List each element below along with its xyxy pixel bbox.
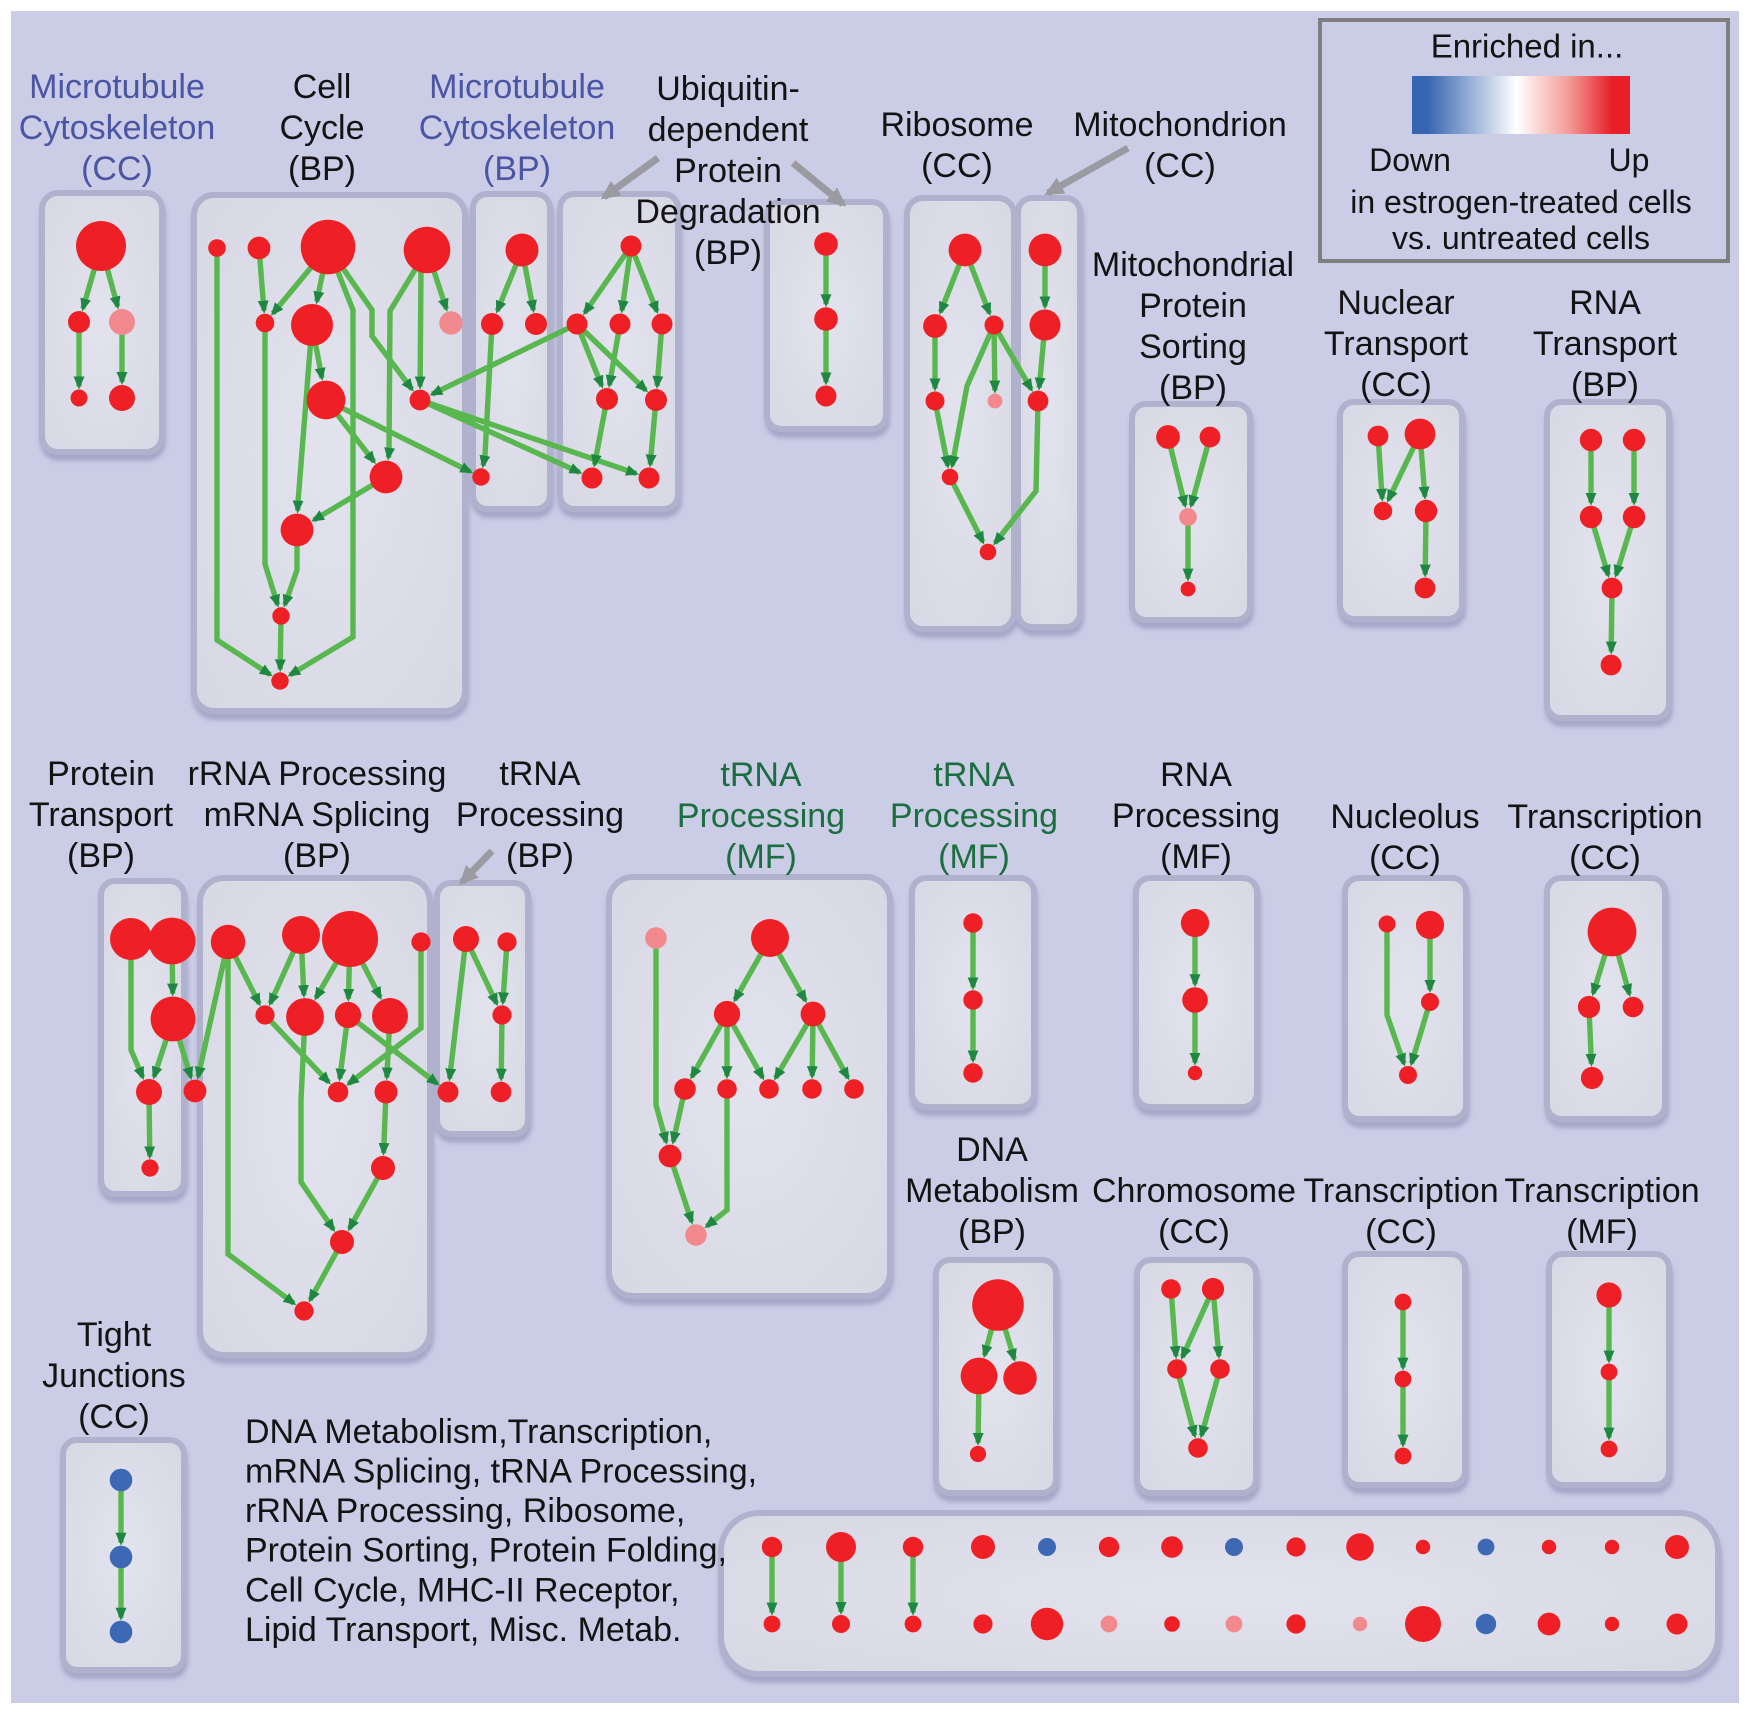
svg-text:Up: Up <box>1609 142 1650 178</box>
svg-text:Mitochondrion(CC): Mitochondrion (CC) <box>1073 106 1287 185</box>
svg-text:vs. untreated cells: vs. untreated cells <box>1392 220 1650 256</box>
svg-text:Chromosome(CC): Chromosome (CC) <box>1092 1172 1296 1251</box>
svg-text:DNA Metabolism,Transcription,m: DNA Metabolism,Transcription, mRNA Splici… <box>245 1413 757 1649</box>
svg-text:Ribosome(CC): Ribosome (CC) <box>880 106 1033 185</box>
svg-text:Down: Down <box>1369 142 1451 178</box>
svg-text:in estrogen-treated cells: in estrogen-treated cells <box>1350 184 1692 220</box>
svg-text:Transcription(MF): Transcription (MF) <box>1504 1172 1699 1251</box>
svg-text:Transcription(CC): Transcription (CC) <box>1303 1172 1498 1251</box>
svg-text:Transcription(CC): Transcription (CC) <box>1507 798 1702 877</box>
svg-text:Enriched in...: Enriched in... <box>1431 28 1624 65</box>
svg-text:Nucleolus(CC): Nucleolus (CC) <box>1330 798 1479 877</box>
